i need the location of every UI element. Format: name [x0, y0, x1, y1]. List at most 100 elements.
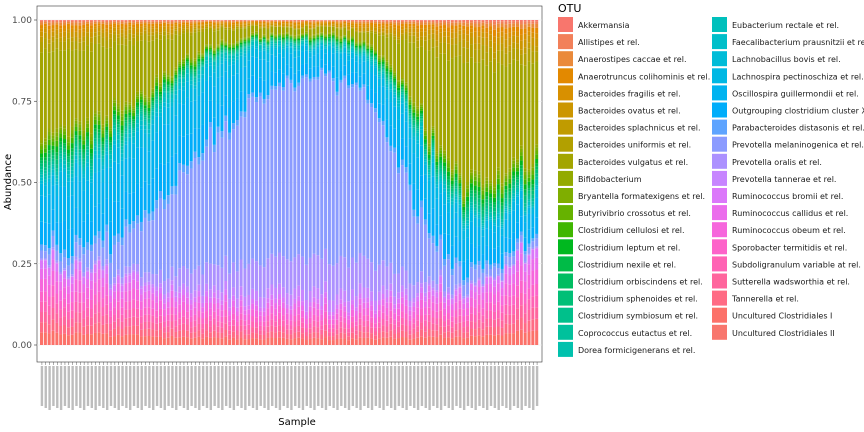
bar-segment — [439, 175, 443, 179]
bar-segment — [59, 274, 63, 282]
bar-segment — [396, 332, 401, 339]
bar-segment — [239, 116, 243, 260]
bar-segment — [477, 205, 481, 209]
bar-segment — [86, 28, 90, 33]
bar-segment — [162, 92, 166, 98]
bar-segment — [120, 298, 124, 308]
bar-segment — [485, 202, 489, 206]
bar-segment — [270, 40, 274, 42]
bar-segment — [120, 146, 124, 150]
bar-segment — [47, 181, 51, 195]
bar-segment — [404, 108, 408, 112]
bar-segment — [86, 270, 90, 272]
bar-segment — [385, 307, 389, 316]
bar-segment — [454, 336, 458, 345]
bar-segment — [439, 168, 443, 172]
bar-segment — [112, 41, 116, 98]
bar-segment — [97, 291, 101, 303]
bar-segment — [312, 337, 316, 345]
bar-segment — [301, 338, 305, 345]
bar-segment — [308, 49, 312, 51]
bar-segment — [308, 43, 312, 45]
bar-segment — [47, 161, 51, 166]
bar-segment — [151, 119, 155, 125]
bar-segment — [251, 32, 255, 34]
bar-segment — [469, 267, 473, 281]
bar-segment — [293, 22, 297, 25]
bar-segment — [258, 37, 262, 39]
bar-segment — [170, 314, 174, 322]
bar-segment — [274, 45, 278, 48]
bar-segment — [304, 36, 308, 38]
bar-segment — [420, 129, 424, 134]
bar-segment — [97, 20, 101, 22]
bar-segment — [339, 43, 343, 45]
bar-segment — [205, 28, 209, 45]
bar-segment — [404, 97, 408, 100]
bar-segment — [343, 24, 347, 27]
bar-segment — [508, 37, 512, 46]
bar-segment — [270, 47, 274, 55]
bar-segment — [139, 294, 143, 302]
bar-segment — [301, 23, 305, 26]
bar-segment — [446, 31, 450, 37]
bar-segment — [266, 321, 270, 327]
bar-segment — [393, 324, 397, 330]
bar-segment — [147, 328, 151, 336]
bar-segment — [185, 66, 189, 68]
bar-segment — [132, 228, 136, 264]
bar-segment — [297, 34, 301, 36]
bar-segment — [235, 53, 239, 57]
bar-segment — [408, 330, 412, 335]
bar-segment — [385, 68, 389, 72]
bar-segment — [97, 111, 101, 115]
bar-segment — [239, 40, 243, 42]
bar-segment — [473, 180, 477, 186]
bar-segment — [78, 20, 82, 21]
bar-segment — [416, 22, 420, 26]
bar-segment — [247, 25, 251, 28]
bar-segment — [354, 61, 358, 73]
bar-segment — [155, 132, 159, 169]
bar-segment — [197, 31, 201, 52]
bar-segment — [251, 332, 255, 339]
bar-segment — [339, 70, 343, 80]
bar-segment — [362, 27, 366, 31]
bar-segment — [492, 20, 496, 22]
bar-segment — [377, 26, 381, 29]
bar-segment — [443, 265, 447, 292]
bar-segment — [208, 54, 212, 56]
bar-segment — [500, 36, 504, 44]
bar-segment — [212, 55, 216, 57]
bar-segment — [320, 325, 324, 330]
bar-segment — [86, 279, 90, 288]
bar-segment — [86, 21, 90, 24]
bar-segment — [408, 98, 412, 100]
bar-segment — [86, 23, 90, 27]
bar-segment — [485, 20, 489, 22]
bar-segment — [416, 296, 420, 302]
bar-segment — [258, 265, 262, 298]
bar-segment — [370, 27, 374, 31]
bar-segment — [151, 308, 155, 316]
bar-segment — [404, 101, 408, 103]
bar-segment — [339, 29, 343, 37]
bar-segment — [155, 296, 159, 303]
bar-segment — [247, 305, 251, 310]
bar-segment — [189, 327, 193, 333]
bar-segment — [201, 28, 205, 30]
bar-segment — [489, 197, 493, 201]
bar-segment — [220, 40, 224, 43]
bar-segment — [120, 143, 124, 147]
bar-segment — [389, 302, 393, 311]
bar-segment — [74, 137, 78, 141]
bar-segment — [178, 25, 182, 28]
bar-segment — [105, 304, 109, 315]
bar-segment — [220, 23, 224, 26]
bar-segment — [469, 183, 473, 188]
bar-segment — [112, 128, 116, 131]
bar-segment — [105, 283, 109, 296]
bar-segment — [239, 300, 243, 307]
bar-segment — [350, 28, 354, 36]
bar-segment — [446, 194, 450, 198]
